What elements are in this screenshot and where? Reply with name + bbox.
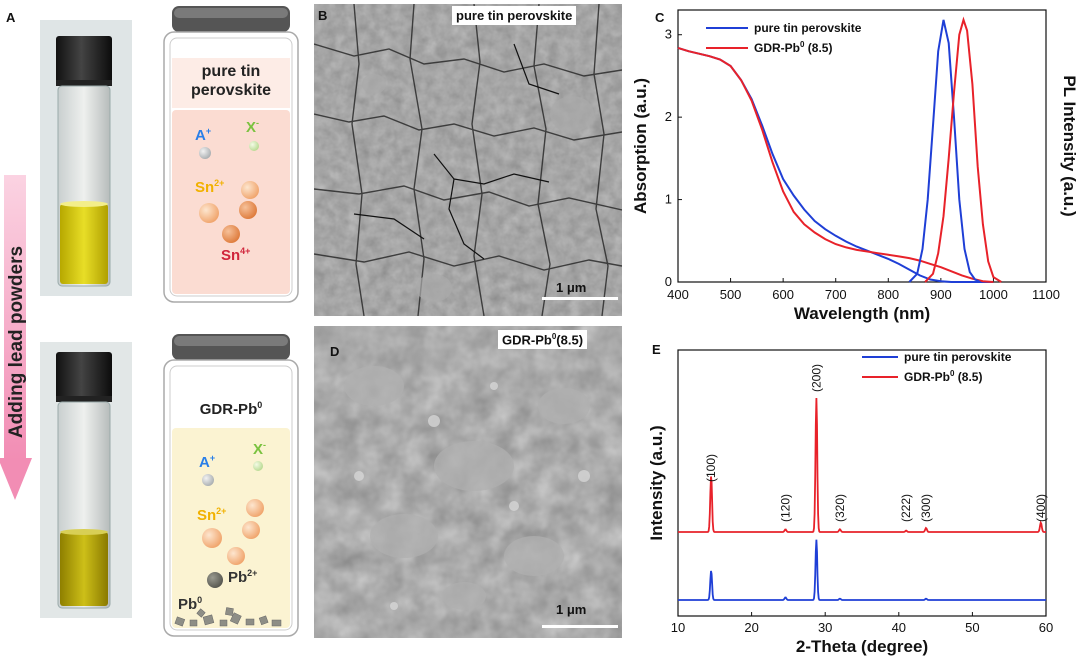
chart-c-series-2 — [908, 19, 981, 283]
ion-sn4-top: Sn4+ — [221, 246, 251, 264]
chart-e-legend-label: GDR-Pb0 (8.5) — [904, 369, 982, 384]
chart-c-ytick-label: 0 — [665, 274, 672, 289]
chart-c-xlabel: Wavelength (nm) — [794, 304, 930, 323]
ion-sn2-top: Sn2+ — [195, 178, 225, 196]
schematic-jar-top — [163, 6, 299, 303]
sem-image-b — [314, 4, 622, 316]
bottom-jar-title: GDR-Pb0 — [199, 400, 263, 418]
vial-photo-bottom — [40, 342, 132, 618]
panel-b-letter: B — [318, 8, 328, 23]
ion-pb0-bottom: Pb0 — [178, 595, 203, 613]
panel-b-label: pure tin perovskite — [452, 6, 577, 25]
panel-c-letter: C — [655, 10, 665, 25]
chart-e-peak-label: (200) — [809, 364, 823, 392]
chart-c-legend-label: GDR-Pb0 (8.5) — [754, 40, 832, 55]
chart-e-peak-label: (400) — [1034, 494, 1048, 522]
chart-c-legend-label: pure tin perovskite — [754, 21, 862, 35]
ion-x-top: X- — [246, 118, 260, 136]
chart-c-series-0 — [677, 46, 994, 283]
panel-d-label: GDR-Pb0(8.5) — [498, 330, 588, 350]
chart-c-ytick-label: 3 — [665, 27, 672, 42]
ion-a-top: A+ — [195, 126, 212, 144]
chart-e-peak-label: (100) — [704, 454, 718, 482]
ion-pb2-bottom: Pb2+ — [228, 568, 258, 586]
adding-lead-label: Adding lead powders — [6, 245, 27, 439]
chart-e-series-0 — [678, 397, 1046, 533]
chart-e-xtick-label: 20 — [744, 620, 758, 635]
chart-c-xtick-label: 1000 — [979, 287, 1008, 302]
chart-e-xtick-label: 30 — [818, 620, 832, 635]
chart-c-series-3 — [924, 16, 1002, 283]
panel-b-scale: 1 μm — [556, 280, 587, 295]
chart-e-xlabel: 2-Theta (degree) — [796, 637, 928, 656]
chart-e-peak-label: (320) — [833, 494, 847, 522]
chart-e-ylabel: Intensity (a.u.) — [647, 425, 666, 540]
chart-c-ytick-label: 2 — [665, 109, 672, 124]
chart-c-series-1 — [677, 46, 994, 283]
chart-c-frame — [677, 9, 1047, 283]
top-jar-title-line2: perovskite — [190, 82, 272, 99]
panel-e-letter: E — [652, 342, 661, 357]
panel-d-scale: 1 μm — [556, 602, 587, 617]
chart-e-xtick-label: 40 — [892, 620, 906, 635]
chart-c: 400 500 600 700 800 900 1000 1100 0 1 2 3 Wavelength… — [631, 9, 1079, 323]
chart-c-xtick-label: 400 — [667, 287, 689, 302]
chart-c-xtick-label: 600 — [772, 287, 794, 302]
ion-a-bottom: A+ — [199, 453, 216, 471]
chart-c-ylabel: Absorption (a.u.) — [631, 78, 650, 214]
top-jar-title: pure tin perovskite — [172, 62, 290, 100]
schematic-jar-bottom — [163, 334, 299, 637]
chart-c-xtick-label: 1100 — [1032, 287, 1060, 302]
chart-e-xtick-label: 10 — [671, 620, 685, 635]
chart-c-xtick-label: 700 — [825, 287, 847, 302]
adding-lead-arrow — [0, 175, 32, 500]
panel-a — [0, 6, 299, 637]
vial-photo-top — [40, 20, 132, 296]
chart-e-series-1 — [678, 539, 1046, 601]
ion-x-bottom: X- — [253, 440, 267, 458]
sem-image-d — [314, 326, 622, 638]
chart-c-xtick-label: 900 — [930, 287, 952, 302]
chart-e-xtick-label: 50 — [965, 620, 979, 635]
chart-c-xtick-label: 800 — [877, 287, 899, 302]
chart-e-peak-label: (120) — [778, 494, 792, 522]
chart-e-peak-label: (300) — [919, 494, 933, 522]
top-jar-title-line1: pure tin — [201, 63, 261, 80]
panel-d-letter: D — [330, 344, 340, 359]
chart-c-ylabel-right: PL Intensity (a.u.) — [1060, 75, 1079, 216]
ion-sn2-bottom: Sn2+ — [197, 506, 227, 524]
chart-e: 10 20 30 40 50 60 (100) (120) (200) (320) (222) (30… — [647, 349, 1053, 656]
chart-e-legend-label: pure tin perovskite — [904, 350, 1012, 364]
chart-e-frame — [677, 349, 1047, 617]
chart-c-xtick-label: 500 — [720, 287, 742, 302]
panel-a-letter: A — [6, 10, 16, 25]
chart-e-peak-label: (222) — [899, 494, 913, 522]
chart-c-ytick-label: 1 — [665, 192, 672, 207]
chart-e-xtick-label: 60 — [1039, 620, 1053, 635]
